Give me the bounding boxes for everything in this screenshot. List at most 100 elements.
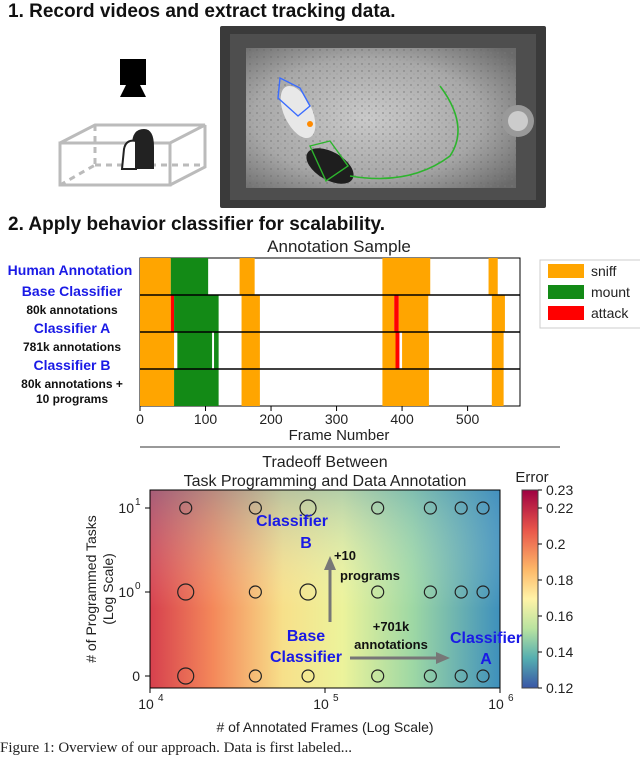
x-tick-exponent: 6 xyxy=(508,693,514,704)
y-tick-label: 10 xyxy=(118,500,134,516)
row-label: Classifier A xyxy=(34,320,111,336)
x-axis-label: # of Annotated Frames (Log Scale) xyxy=(216,719,433,735)
programs-annotation: programs xyxy=(340,568,400,583)
row-label: Human Annotation xyxy=(8,262,133,278)
bar-segment xyxy=(174,369,219,406)
data-point xyxy=(454,501,468,515)
y-tick-label: 0 xyxy=(132,668,140,684)
data-point xyxy=(371,669,385,683)
colorbar-tick-label: 0.16 xyxy=(546,608,573,624)
classifier-a-label: Classifier xyxy=(450,630,522,647)
y-tick-exponent: 0 xyxy=(135,581,141,592)
y-axis-label-2: (Log Scale) xyxy=(100,553,116,625)
section1-title: 1. Record videos and extract tracking da… xyxy=(8,1,396,22)
data-point xyxy=(179,501,193,515)
divider xyxy=(140,446,560,448)
row-sublabel: 80k annotations + xyxy=(21,377,123,391)
row-label: Classifier B xyxy=(33,357,110,373)
data-point xyxy=(301,669,315,683)
section2-title: 2. Apply behavior classifier for scalabi… xyxy=(8,214,385,235)
bar-segment xyxy=(177,332,213,369)
bar-segment xyxy=(214,332,219,369)
chart-title: Annotation Sample xyxy=(267,237,411,256)
x-tick-label: 100 xyxy=(194,411,218,427)
x-tick-label: 300 xyxy=(325,411,349,427)
y-tick-label: 10 xyxy=(118,584,134,600)
bar-segment xyxy=(241,295,260,332)
colorbar-tick-label: 0.18 xyxy=(546,572,573,588)
tradeoff-heatmap-chart: Tradeoff Between Task Programming and Dat… xyxy=(83,454,573,735)
chart-title: Tradeoff Between xyxy=(262,454,387,471)
bar-segment xyxy=(174,295,219,332)
bar-segment xyxy=(402,332,429,369)
legend-swatch xyxy=(548,306,584,320)
bar-segment xyxy=(241,332,260,369)
chart-subtitle: Task Programming and Data Annotation xyxy=(184,473,467,490)
bar-segment xyxy=(491,295,505,332)
programs-annotation: +10 xyxy=(334,548,356,563)
bar-segment xyxy=(382,258,431,295)
bar-segment xyxy=(382,369,429,406)
legend-swatch xyxy=(548,285,584,299)
y-tick-exponent: 1 xyxy=(135,497,141,508)
bar-segment xyxy=(239,258,255,295)
figure-caption: Figure 1: Overview of our approach. Data… xyxy=(0,740,352,756)
colorbar-tick-label: 0.22 xyxy=(546,500,573,516)
colorbar-tick-label: 0.2 xyxy=(546,536,566,552)
base-classifier-label: Classifier xyxy=(270,649,342,666)
mice-icon xyxy=(120,129,154,170)
data-point xyxy=(476,669,490,683)
x-tick-label: 10 xyxy=(138,696,154,712)
y-axis-label: # of Programmed Tasks xyxy=(83,515,99,663)
row-sublabel: 80k annotations xyxy=(26,303,118,317)
colorbar-label: Error xyxy=(515,469,548,486)
colorbar-tick-label: 0.23 xyxy=(546,482,573,498)
bar-segment xyxy=(382,332,396,369)
annotations-annotation: annotations xyxy=(354,637,428,652)
x-axis-label: Frame Number xyxy=(289,427,390,444)
row-label: Base Classifier xyxy=(22,283,123,299)
x-tick-label: 10 xyxy=(313,696,329,712)
camera-icon xyxy=(120,59,146,97)
data-point xyxy=(299,583,317,601)
classifier-b-label: B xyxy=(300,535,312,552)
legend-label: mount xyxy=(591,284,630,300)
data-point xyxy=(177,667,195,685)
data-point xyxy=(454,585,468,599)
arrow-right-head xyxy=(436,652,450,664)
data-point xyxy=(454,669,468,683)
bar-segment xyxy=(382,295,395,332)
bar-segment xyxy=(140,258,171,295)
legend-label: sniff xyxy=(591,263,617,279)
data-point xyxy=(371,501,385,515)
bar-segment xyxy=(398,295,429,332)
data-point xyxy=(177,583,195,601)
x-tick-label: 10 xyxy=(488,696,504,712)
bar-segment xyxy=(395,332,400,369)
data-point xyxy=(423,501,437,515)
bar-segment xyxy=(140,295,171,332)
bar-segment xyxy=(491,369,504,406)
bar-segment xyxy=(140,369,175,406)
x-tick-label: 0 xyxy=(136,411,144,427)
data-point xyxy=(248,501,262,515)
row-sublabel: 10 programs xyxy=(36,392,108,406)
base-classifier-label: Base xyxy=(287,628,325,645)
data-point xyxy=(476,501,490,515)
data-point xyxy=(371,585,385,599)
bar-segment xyxy=(394,295,399,332)
data-point xyxy=(423,585,437,599)
bar-segment xyxy=(140,332,175,369)
bar-segment xyxy=(170,295,175,332)
bar-segment xyxy=(491,332,504,369)
bar-segment xyxy=(170,258,209,295)
annotation-sample-chart: Annotation Sample Human Annotation Base Cl… xyxy=(8,237,640,444)
colorbar xyxy=(521,489,539,689)
data-point xyxy=(423,669,437,683)
x-tick-label: 400 xyxy=(390,411,414,427)
colorbar-tick-label: 0.14 xyxy=(546,644,573,660)
data-point xyxy=(299,499,317,517)
annotations-annotation: +701k xyxy=(373,619,410,634)
bar-segment xyxy=(488,258,498,295)
classifier-b-label: Classifier xyxy=(256,513,328,530)
